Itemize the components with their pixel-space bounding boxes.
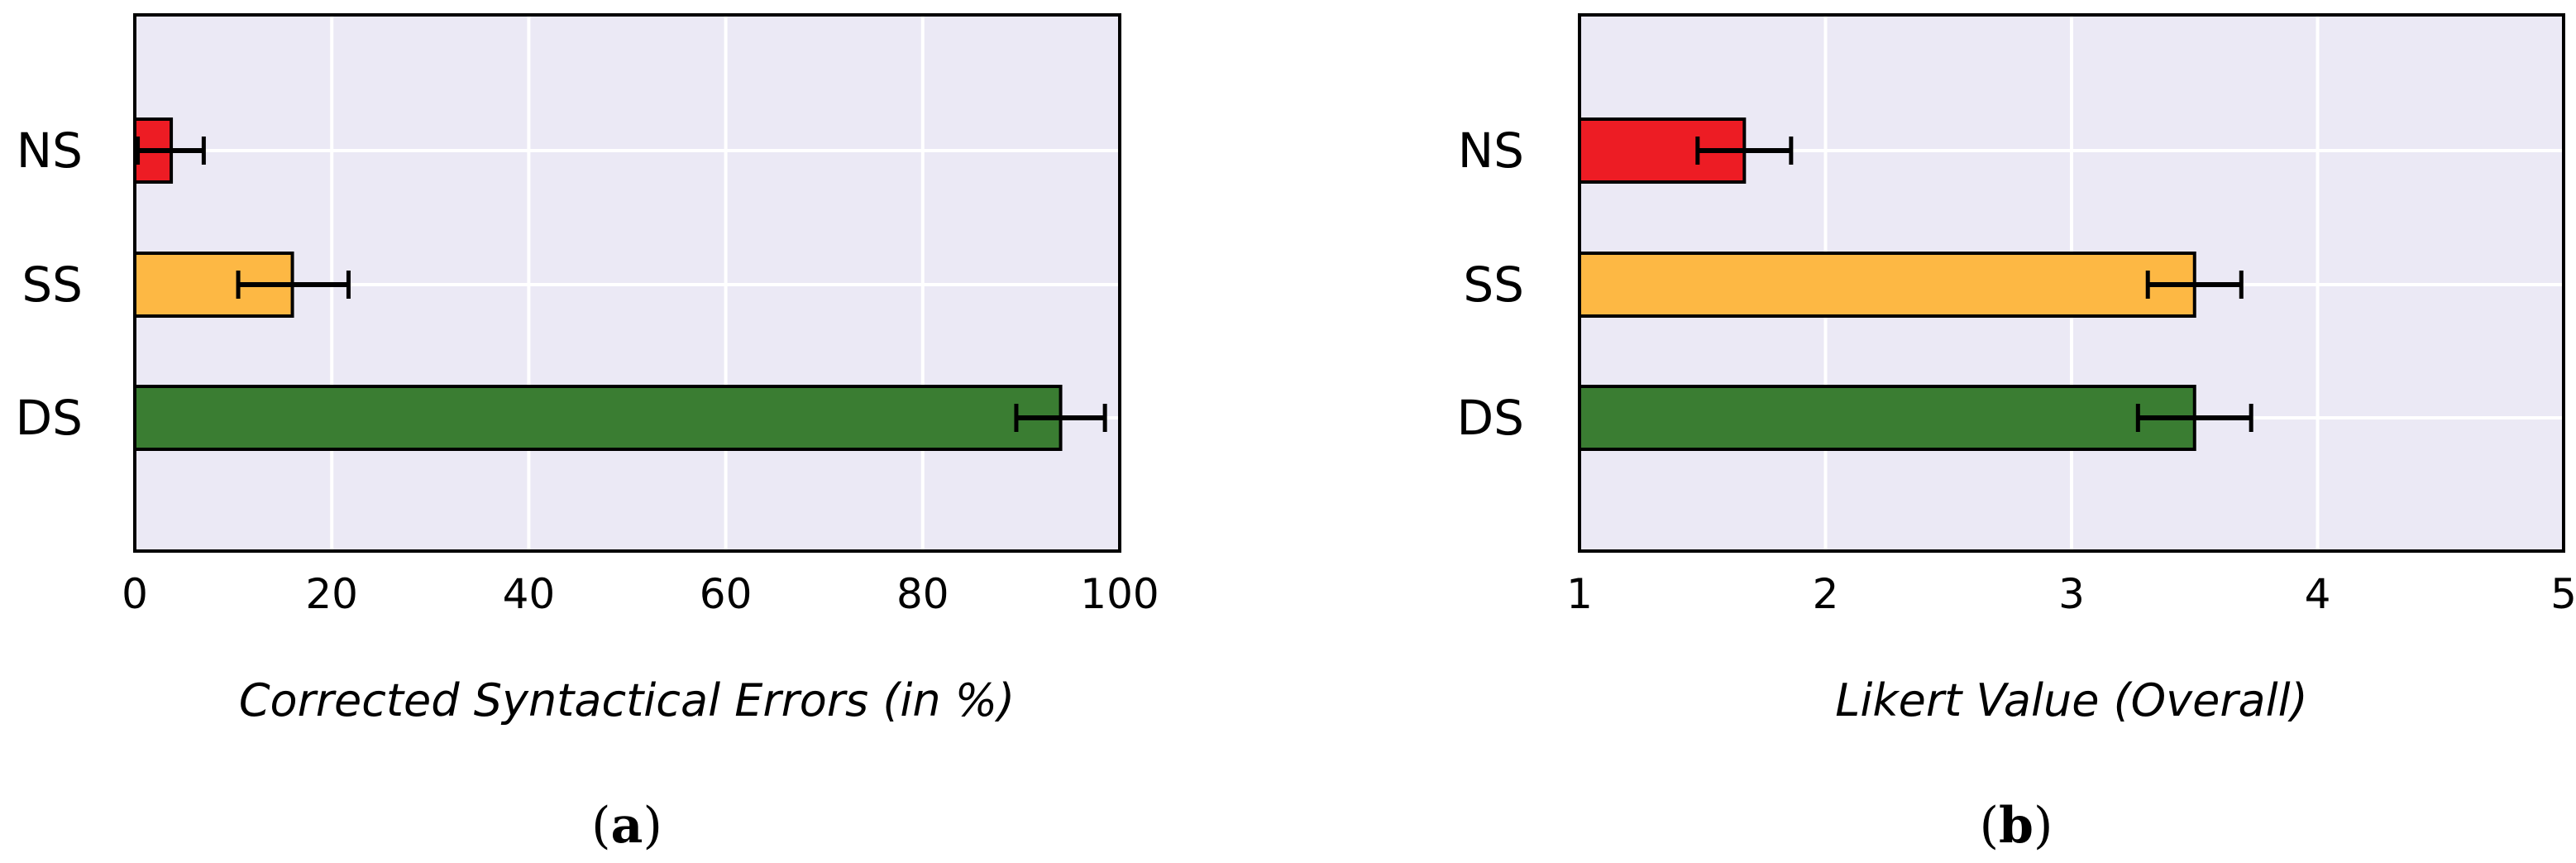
error-bar-ns	[136, 137, 206, 165]
bar-ds	[1578, 385, 2196, 451]
category-label: NS	[1458, 122, 1524, 179]
x-tick-label: 3	[2058, 570, 2085, 618]
category-label: SS	[1463, 257, 1524, 313]
category-labels: NS SS DS	[16, 122, 83, 446]
plot-frame	[133, 13, 1121, 553]
error-bar-ss	[2145, 271, 2244, 299]
x-tick-label: 5	[2550, 570, 2576, 618]
error-bar-ns	[1695, 137, 1794, 165]
bars	[1578, 117, 2196, 451]
chart-b: 1 2 3 4 5 NS SS DS Likert Value (Overall) (b)	[1457, 13, 2576, 855]
x-tick-label: 60	[700, 570, 753, 618]
plot-frame	[1578, 13, 2565, 553]
error-bars	[136, 137, 1107, 432]
x-tick-label: 2	[1813, 570, 1839, 618]
error-bar-ss	[236, 271, 351, 299]
bar-ds	[133, 385, 1063, 451]
x-tick-labels: 0 20 40 60 80 100	[122, 570, 1159, 618]
error-bars	[1695, 137, 2253, 432]
x-axis-title: Likert Value (Overall)	[1835, 674, 2307, 726]
error-bar-ds	[1014, 404, 1107, 432]
category-label: NS	[17, 122, 83, 179]
error-bar-ds	[2135, 404, 2253, 432]
x-tick-label: 20	[305, 570, 358, 618]
category-label: SS	[22, 257, 83, 313]
x-tick-label: 100	[1080, 570, 1159, 618]
category-label: DS	[1457, 390, 1524, 446]
category-labels: NS SS DS	[1457, 122, 1524, 446]
x-tick-label: 4	[2305, 570, 2331, 618]
x-tick-labels: 1 2 3 4 5	[1566, 570, 2576, 618]
subfigure-caption: (a)	[591, 797, 662, 855]
x-tick-label: 40	[503, 570, 556, 618]
x-tick-label: 1	[1566, 570, 1593, 618]
x-tick-label: 0	[122, 570, 148, 618]
x-tick-label: 80	[896, 570, 949, 618]
subfigure-caption: (b)	[1980, 797, 2053, 855]
chart-a: 0 20 40 60 80 100 NS SS DS Corrected Syntactica…	[16, 13, 1159, 855]
x-axis-title: Corrected Syntactical Errors (in %)	[239, 674, 1015, 726]
bar-ss	[1578, 252, 2196, 318]
category-label: DS	[16, 390, 83, 446]
